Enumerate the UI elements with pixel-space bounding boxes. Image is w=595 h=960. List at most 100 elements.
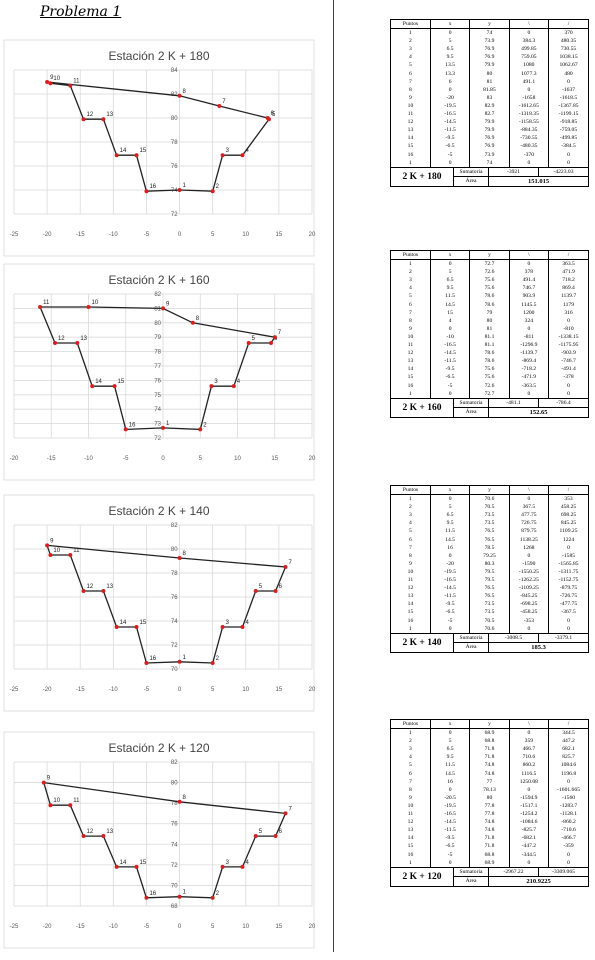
table-cell: 363.5 [548,259,588,269]
table-cell: -14.5 [429,349,470,358]
column-header: x [429,720,470,730]
table-cell: 78.5 [469,543,510,552]
table-cell: 0 [548,850,588,859]
data-point [240,153,245,158]
table-row: 12 -14.5 78.6 -1139.7 -903.9 [391,349,588,358]
table-cell: -10 [429,332,470,342]
table-cell: -9.5 [429,834,470,843]
table-cell: 1196.8 [548,769,588,778]
table-cell: 12 [407,119,414,126]
y-tick-label: 82 [171,760,178,766]
table-cell: 860.2 [508,761,549,770]
y-tick-label: 74 [154,407,161,413]
table-row: 16 -5 73.9 -370 0 [391,150,588,159]
point-label: 6 [271,111,275,117]
column-header: / [548,486,588,496]
y-tick-label: 75 [154,393,161,399]
point-label: 1 [183,890,187,896]
data-point [177,556,182,560]
y-tick-label: 82 [154,292,161,298]
table-row: 5 11.5 76.5 879.75 1109.25 [391,527,588,536]
column-header: x [429,20,470,30]
table-cell: 1200 [508,308,549,317]
table-row: 10 -19.5 82.9 -1612.65 -1367.85 [391,101,588,111]
column-header: x [429,486,470,496]
table-cell: 4 [409,54,412,61]
table-row: 16 -5 72.6 -363.5 0 [391,381,588,390]
table-cell: -9.5 [429,600,470,609]
table-cell: 73.5 [469,511,510,520]
table-cell: 76.9 [469,53,510,62]
x-tick-label: -10 [84,456,93,462]
table-cell: 0 [508,324,549,333]
y-tick-label: 77 [154,364,161,370]
column-header: y [469,251,510,261]
table-cell: 80.3 [469,559,510,568]
table-row: 9 -20 83 -1658 -1618.5 [391,93,588,102]
table-cell: 8 [409,786,412,793]
table-row: 6 13.3 80 1077.3 480 [391,69,588,78]
table-cell: 0 [508,551,549,560]
table-cell: -19.5 [429,567,470,577]
data-point [177,894,182,899]
data-point [75,340,80,345]
table-cell: 10 [407,568,414,575]
x-tick-label: -15 [76,687,85,693]
table-cell: -384.5 [548,142,588,151]
table-row: 4 9.5 76.9 759.05 1038.15 [391,53,588,62]
point-label: 5 [259,829,263,835]
table-cell: 5 [409,62,412,69]
area-label: Área [465,644,477,651]
table-cell: 9.5 [429,519,470,528]
table-cell: 77.8 [469,810,510,819]
data-point [144,895,149,900]
table-cell: -16.5 [429,810,470,819]
table-cell: 77 [469,777,510,786]
table-cell: 0 [508,28,549,38]
table-row: 13 -11.5 79.9 -884.35 -759.05 [391,126,588,135]
point-label: 8 [183,795,187,801]
x-tick-label: 20 [309,924,316,930]
table-cell: 16 [429,777,470,786]
y-tick-label: 70 [171,883,178,889]
table-row: 5 13.5 79.9 1080 1062.67 [391,61,588,70]
table-row: 5 11.5 78.6 903.9 1139.7 [391,292,588,301]
sum-label: Sumatoria [454,399,488,409]
point-label: 4 [237,379,241,385]
data-point [209,384,214,389]
point-label: 3 [226,148,230,154]
x-tick-label: 15 [276,924,283,930]
table-row: 13 -11.5 78.6 -869.4 -746.7 [391,357,588,366]
point-label: 7 [278,330,282,336]
table-cell: 71.8 [469,834,510,843]
data-point [112,384,117,389]
table-row: 9 -20.5 80 -1594.9 -1560 [391,793,588,802]
sum-backslash: -3008.5 [489,633,539,643]
point-label: 4 [245,860,249,866]
table-row: 1 0 72.7 0 363.5 [391,259,588,269]
table-row: 1 0 74 0 370 [391,28,588,38]
table-cell: 5 [429,37,470,46]
table-cell: 8 [409,86,412,93]
table-cell: -710.6 [548,826,588,835]
data-point [283,565,288,569]
data-point [220,625,225,629]
table-row: 12 -14.5 76.5 -1109.25 -879.75 [391,584,588,593]
coordinates-table-2k120: Puntos x y \/1 0 68.9 0 344.5 2 5 68.8 359 447.2 3 6.5… [390,719,589,887]
table-cell: 0 [548,158,588,167]
chart-2k120: Estación 2 K + 120 68 70 72 74 76 78 80 82 -25 -20… [0,730,318,960]
table-cell: 14 [407,601,414,608]
table-cell: 1145.5 [508,300,549,309]
table-cell: -718.2 [508,365,549,374]
y-tick-label: 76 [171,822,178,828]
table-cell: 0 [548,616,588,625]
table-cell: 78.13 [469,785,510,794]
table-cell: 0 [429,324,470,333]
column-header: \ [508,486,549,496]
x-tick-label: 5 [199,456,203,462]
table-cell: 0 [508,158,549,167]
table-cell: 1179 [548,300,588,309]
table-cell: 16 [407,151,414,158]
table-row: 3 6.5 71.8 466.7 682.1 [391,745,588,754]
data-point [240,864,245,869]
